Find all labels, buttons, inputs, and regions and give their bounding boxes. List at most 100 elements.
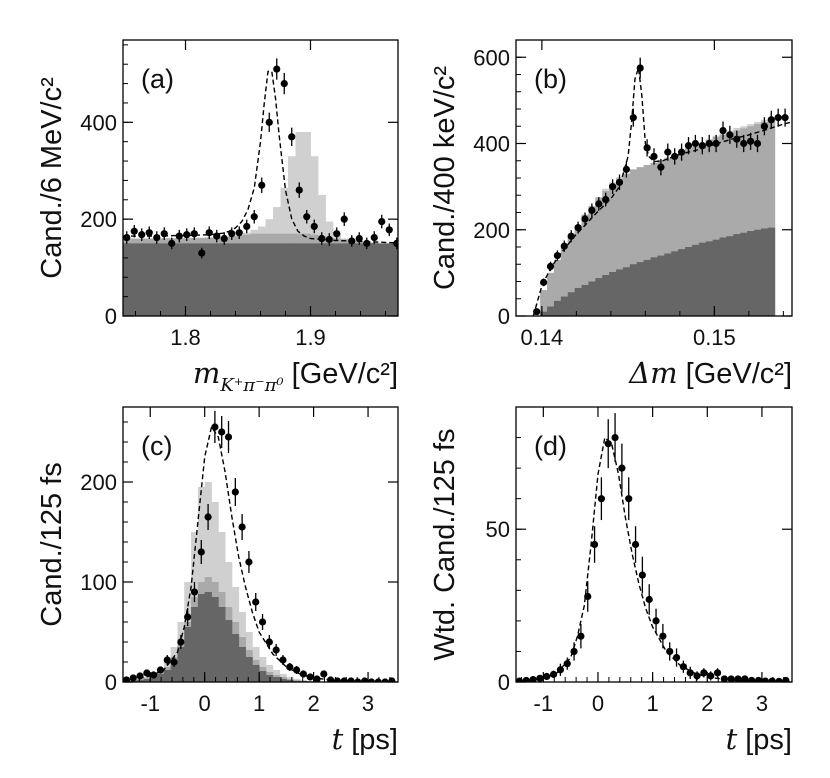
data-point [333, 230, 341, 238]
data-point [643, 144, 651, 152]
y-axis-label: Cand./400 keV/c² [429, 66, 461, 290]
hist-bin-combinatorial [602, 275, 610, 316]
y-tick-label: 200 [80, 470, 117, 495]
panel-d: -1 0 1 2 3 0 50 (d) Wtd. Cand./125 fs t [ps] [429, 406, 793, 756]
data-point [712, 139, 720, 148]
y-tick-label: 200 [80, 207, 117, 232]
data-point [279, 656, 287, 664]
hist-bin-combinatorial [197, 594, 206, 682]
hist-bin-misreconstructed [671, 155, 679, 316]
hist-bin-misreconstructed [685, 148, 693, 316]
data-point [588, 206, 596, 214]
hist-bin-combinatorial [250, 243, 259, 316]
x-tick-label: 0 [199, 691, 211, 716]
y-tick-label: 50 [486, 517, 510, 542]
data-point [775, 677, 783, 682]
data-point [754, 676, 763, 682]
hist-bin-combinatorial [265, 243, 274, 316]
hist-bin-misreconstructed [547, 272, 555, 316]
data-point [280, 79, 288, 88]
plot-area-a [123, 58, 398, 316]
data-point [243, 222, 251, 231]
data-point [657, 163, 665, 171]
hist-bin-combinatorial [393, 243, 398, 316]
hist-bin-combinatorial [378, 243, 386, 316]
data-point [577, 632, 585, 640]
hist-bin-combinatorial [385, 243, 394, 316]
hist-bin-combinatorial [370, 243, 379, 316]
hist-bin-misreconstructed [636, 167, 645, 316]
hist-bin-combinatorial [547, 306, 555, 316]
data-point [265, 118, 273, 126]
data-point [740, 139, 748, 148]
hist-bin-misreconstructed [767, 119, 776, 316]
hist-bin-combinatorial [650, 257, 658, 316]
hist-bin-combinatorial [138, 243, 146, 316]
hist-bin-combinatorial [747, 231, 755, 316]
data-point [177, 638, 185, 646]
data-point [204, 513, 212, 521]
x-tick-label: 2 [307, 691, 319, 716]
hist-bin-misreconstructed [747, 126, 755, 316]
hist-bin-combinatorial [243, 243, 251, 316]
hist-bin-combinatorial [252, 665, 260, 682]
data-point [693, 672, 701, 680]
panel-c: -1 0 1 2 3 0 100 200 (c) Cand./125 fs t [ps] [36, 406, 399, 756]
data-point [664, 148, 672, 156]
hist-bin-combinatorial [671, 251, 679, 316]
hist-bin-combinatorial [163, 670, 172, 682]
hist-bin-combinatorial [685, 247, 693, 316]
data-point [213, 232, 221, 240]
hist-bin-combinatorial [664, 253, 672, 316]
data-point [224, 433, 233, 441]
hist-bin-combinatorial [205, 243, 214, 316]
data-point [197, 548, 205, 556]
hist-bin-combinatorial [145, 243, 154, 316]
hist-bin-combinatorial [574, 287, 582, 316]
hist-bin-combinatorial [540, 311, 548, 316]
data-point [145, 229, 153, 237]
y-tick-label: 400 [473, 132, 510, 157]
data-point [130, 227, 138, 235]
hist-bin-signal [303, 132, 311, 316]
data-point [543, 672, 551, 681]
data-point [556, 666, 565, 674]
data-point [235, 229, 243, 237]
hist-bin-combinatorial [760, 228, 769, 316]
data-point [753, 139, 762, 148]
hist-bin-combinatorial [225, 620, 233, 682]
hist-bin-misreconstructed [560, 247, 569, 316]
data-point [602, 195, 610, 204]
data-point [363, 239, 371, 247]
hist-bin-misreconstructed [698, 143, 707, 316]
hist-bin-misreconstructed [664, 158, 672, 316]
data-point [590, 540, 599, 549]
data-point [303, 213, 311, 221]
data-point [250, 213, 258, 221]
data-point [272, 646, 280, 654]
x-axis-label: t [ps] [726, 722, 792, 756]
data-point [325, 235, 333, 244]
hist-bin-combinatorial [279, 679, 287, 682]
data-point [604, 440, 612, 448]
hist-bin-combinatorial [143, 679, 151, 682]
data-point [741, 675, 749, 682]
hist-bin-combinatorial [363, 243, 371, 316]
fit-curve [516, 436, 790, 682]
hist-bin-combinatorial [553, 300, 562, 316]
hist-bin-combinatorial [698, 242, 707, 316]
data-point [143, 669, 151, 677]
data-point [705, 139, 713, 148]
data-point [726, 131, 734, 139]
hist-bin-misreconstructed [629, 169, 638, 316]
data-point [686, 669, 694, 677]
data-point [288, 133, 296, 141]
x-axis-label: Δm [GeV/c²] [628, 356, 792, 390]
data-point [292, 666, 301, 674]
hist-bin-combinatorial [595, 278, 603, 316]
y-tick-label: 100 [80, 570, 117, 595]
data-point [153, 233, 161, 242]
data-point [327, 676, 335, 682]
hist-bin-combinatorial [218, 607, 226, 682]
data-point [595, 200, 603, 208]
